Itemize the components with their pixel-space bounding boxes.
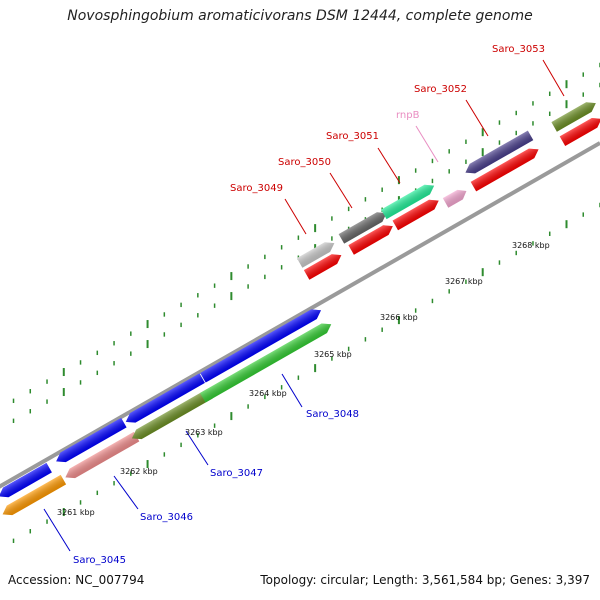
tick-label: 3261 kbp	[57, 508, 95, 517]
leader-line	[465, 99, 489, 137]
leader-line	[43, 508, 71, 552]
cds-lower-4[interactable]	[200, 305, 324, 383]
gene-saro_3053[interactable]	[551, 98, 598, 132]
gene-label-saro_3045: Saro_3045	[73, 555, 126, 566]
gene-rnpb[interactable]	[442, 186, 469, 208]
leader-line	[542, 59, 565, 97]
tick-labels: 3261 kbp 3262 kbp 3263 kbp 3264 kbp 3265 kbp…	[57, 241, 550, 517]
leader-line	[185, 430, 209, 466]
tick-label: 3267 kbp	[445, 277, 483, 286]
tick-label: 3266 kbp	[380, 313, 418, 322]
gene-label-saro_3049: Saro_3049	[230, 183, 283, 194]
gene-saro_3050[interactable]	[338, 208, 390, 244]
gene-features	[0, 98, 600, 519]
gene-label-saro_3053: Saro_3053	[492, 44, 545, 55]
cds-upper-1[interactable]	[303, 250, 344, 280]
genome-title: Novosphingobium aromaticivorans DSM 1244…	[67, 8, 533, 24]
gene-label-saro_3051: Saro_3051	[326, 131, 379, 142]
tick-label: 3268 kbp	[512, 241, 550, 250]
gene-saro_3049[interactable]	[296, 238, 337, 268]
cds-upper-4[interactable]	[470, 145, 542, 192]
cds-lower-3[interactable]	[123, 373, 205, 426]
gene-label-saro_3050: Saro_3050	[278, 157, 331, 168]
cds-lower-2[interactable]	[53, 417, 127, 466]
leader-line	[415, 125, 439, 163]
gene-label-saro_3046: Saro_3046	[140, 512, 193, 523]
tick-label: 3265 kbp	[314, 350, 352, 359]
gene-saro_3045[interactable]	[0, 474, 67, 519]
tick-label: 3263 kbp	[185, 428, 223, 437]
tick-label: 3262 kbp	[120, 467, 158, 476]
leader-line	[113, 475, 139, 510]
cds-upper-5[interactable]	[559, 114, 600, 146]
cds-upper-2[interactable]	[348, 221, 395, 255]
tick-marks	[12, 62, 600, 544]
gene-labels: Saro_3045 Saro_3046 Saro_3047 Saro_3048 Saro…	[73, 44, 545, 566]
gene-saro_3051[interactable]	[381, 181, 437, 220]
gene-saro_3048[interactable]	[200, 319, 334, 403]
leader-line	[329, 172, 353, 209]
gene-label-saro_3047: Saro_3047	[210, 468, 263, 479]
tick-label: 3264 kbp	[249, 389, 287, 398]
cds-lower-1[interactable]	[0, 462, 52, 501]
gene-saro_3047[interactable]	[129, 388, 213, 443]
leader-line	[281, 373, 303, 408]
gene-label-saro_3052: Saro_3052	[414, 84, 467, 95]
label-leader-lines	[43, 59, 565, 552]
gene-saro_3046[interactable]	[63, 431, 140, 482]
gene-label-saro_3048: Saro_3048	[306, 409, 359, 420]
genome-summary-text: Topology: circular; Length: 3,561,584 bp…	[260, 573, 590, 587]
gene-label-rnpb: rnpB	[396, 110, 420, 121]
gene-saro_3052[interactable]	[463, 130, 534, 178]
accession-text: Accession: NC_007794	[8, 573, 145, 587]
leader-line	[284, 198, 307, 235]
genome-backbone	[0, 141, 600, 489]
cds-upper-3[interactable]	[392, 196, 442, 231]
leader-line	[377, 147, 401, 184]
